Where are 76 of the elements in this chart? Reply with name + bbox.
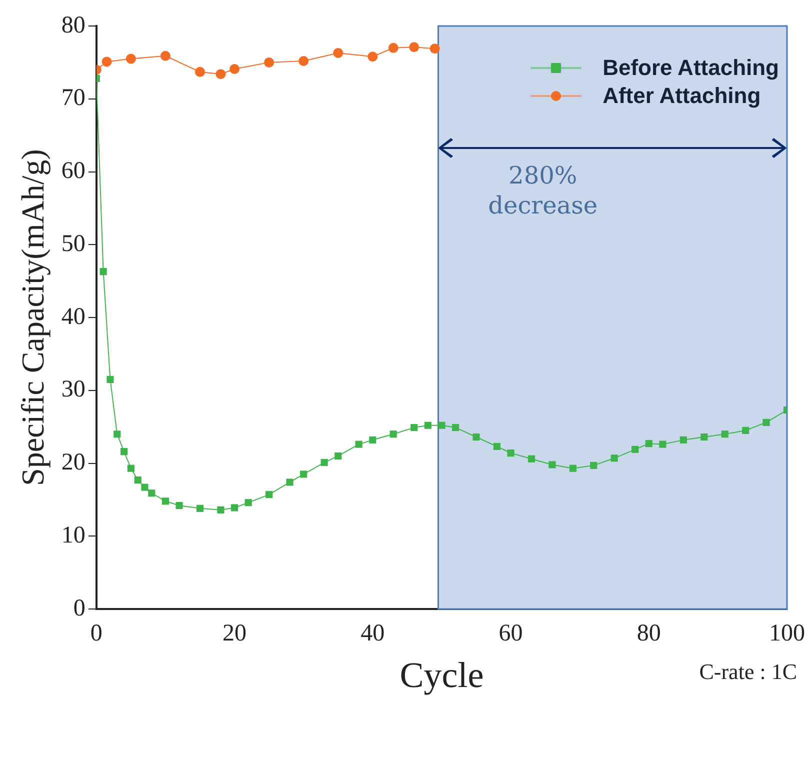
legend-label: Before Attaching — [602, 55, 779, 81]
y-tick-label: 30 — [61, 376, 86, 403]
y-tick-label: 40 — [61, 304, 86, 330]
point — [216, 69, 226, 80]
point — [369, 436, 376, 444]
point — [244, 499, 252, 506]
y-tick-label: 0 — [73, 595, 86, 622]
point — [569, 464, 576, 472]
point — [700, 433, 708, 441]
y-tick-label: 70 — [61, 85, 86, 112]
point — [590, 462, 598, 469]
y-tick-label: 20 — [61, 450, 86, 476]
point — [430, 44, 440, 54]
point — [438, 422, 446, 429]
point — [102, 56, 112, 67]
point — [106, 376, 114, 383]
point — [217, 506, 224, 514]
text: C-rate : 1C — [699, 659, 797, 684]
y-tick-label: 50 — [61, 230, 86, 257]
point — [148, 490, 156, 497]
point — [548, 461, 556, 468]
point — [742, 426, 750, 434]
x-tick-label: 0 — [90, 620, 102, 647]
x-tick-label: 80 — [636, 620, 661, 647]
point — [127, 464, 134, 472]
point — [114, 430, 121, 438]
y-axis-title: Specific Capacity(mAh/g) — [14, 149, 51, 486]
point — [410, 424, 418, 432]
point — [266, 491, 273, 498]
point — [507, 450, 514, 457]
point — [472, 433, 480, 441]
point — [176, 502, 183, 510]
point — [610, 454, 618, 462]
y-tick-label: 80 — [61, 12, 86, 38]
point — [320, 458, 328, 466]
point — [659, 440, 666, 448]
point — [390, 430, 397, 438]
point — [230, 504, 238, 512]
x-tick-label: 40 — [360, 620, 385, 647]
point — [493, 442, 500, 450]
point — [721, 430, 728, 438]
annotation: 280% decrease — [488, 161, 598, 220]
point — [632, 446, 639, 453]
point — [762, 418, 770, 426]
point — [264, 57, 274, 68]
x-tick-label: 20 — [222, 620, 247, 647]
point — [388, 42, 398, 53]
point — [409, 42, 420, 52]
point — [333, 48, 344, 58]
legend-label: After Attaching — [602, 83, 761, 109]
point — [300, 470, 308, 478]
point — [162, 498, 169, 505]
point — [298, 56, 309, 66]
point — [196, 504, 204, 512]
point — [134, 476, 142, 484]
point — [645, 440, 652, 448]
point — [680, 436, 687, 444]
point — [286, 478, 294, 486]
y-tick-label: 10 — [61, 522, 86, 548]
point — [141, 484, 148, 491]
point — [100, 268, 107, 276]
y-tick-label: 60 — [61, 158, 86, 184]
x-axis-title: Cycle — [400, 654, 484, 695]
point — [160, 50, 170, 61]
point — [194, 66, 205, 77]
point — [230, 64, 240, 74]
point — [368, 52, 378, 62]
point — [452, 424, 460, 432]
x-tick-label: 60 — [498, 620, 523, 647]
point — [120, 448, 128, 456]
point — [424, 422, 432, 429]
point — [355, 440, 362, 448]
point — [528, 455, 536, 462]
point — [334, 452, 342, 460]
point — [126, 54, 136, 64]
x-tick-label: 100 — [769, 620, 805, 647]
